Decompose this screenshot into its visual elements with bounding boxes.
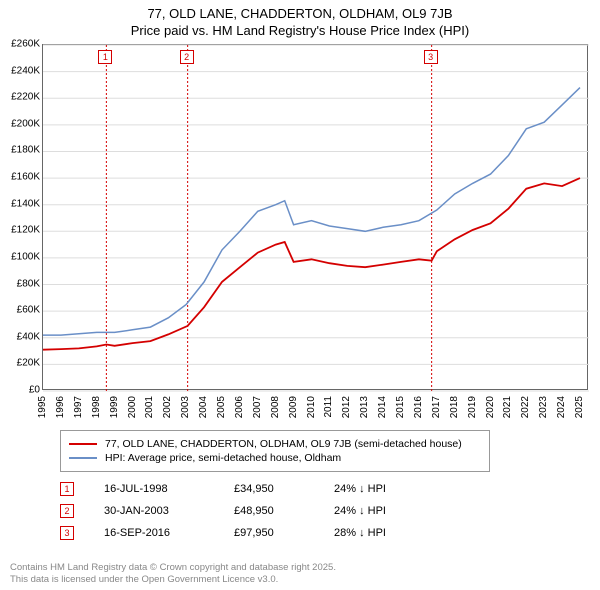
y-tick-label: £120K <box>2 225 40 236</box>
y-tick-label: £140K <box>2 198 40 209</box>
y-tick-label: £160K <box>2 172 40 183</box>
x-tick-label: 1999 <box>109 396 120 418</box>
y-tick-label: £220K <box>2 92 40 103</box>
x-tick-label: 2002 <box>162 396 173 418</box>
chart-plot-area <box>42 44 588 390</box>
transaction-date: 30-JAN-2003 <box>104 505 234 517</box>
x-tick-label: 2001 <box>144 396 155 418</box>
x-tick-label: 2019 <box>467 396 478 418</box>
x-tick-label: 2020 <box>485 396 496 418</box>
x-tick-label: 2010 <box>306 396 317 418</box>
transaction-marker: 3 <box>60 526 74 540</box>
x-tick-label: 2025 <box>574 396 585 418</box>
x-tick-label: 2022 <box>520 396 531 418</box>
x-tick-label: 2008 <box>270 396 281 418</box>
transaction-diff: 24% ↓ HPI <box>334 483 464 495</box>
x-tick-label: 2006 <box>234 396 245 418</box>
x-tick-label: 2012 <box>341 396 352 418</box>
y-tick-label: £240K <box>2 65 40 76</box>
x-tick-label: 2013 <box>359 396 370 418</box>
x-tick-label: 2004 <box>198 396 209 418</box>
legend-swatch <box>69 457 97 459</box>
legend-swatch <box>69 443 97 445</box>
chart-title: 77, OLD LANE, CHADDERTON, OLDHAM, OL9 7J… <box>0 0 600 40</box>
x-tick-label: 2017 <box>431 396 442 418</box>
legend: 77, OLD LANE, CHADDERTON, OLDHAM, OL9 7J… <box>60 430 490 472</box>
x-tick-label: 2016 <box>413 396 424 418</box>
x-tick-label: 1997 <box>73 396 84 418</box>
x-tick-label: 2014 <box>377 396 388 418</box>
transaction-date: 16-JUL-1998 <box>104 483 234 495</box>
x-tick-label: 2009 <box>288 396 299 418</box>
x-tick-label: 2024 <box>556 396 567 418</box>
x-tick-label: 2011 <box>323 396 334 418</box>
x-tick-label: 2021 <box>502 396 513 418</box>
event-marker-2: 2 <box>180 50 194 64</box>
transaction-marker: 1 <box>60 482 74 496</box>
transaction-price: £34,950 <box>234 483 334 495</box>
x-tick-label: 2023 <box>538 396 549 418</box>
y-tick-label: £180K <box>2 145 40 156</box>
x-tick-label: 2007 <box>252 396 263 418</box>
legend-item: HPI: Average price, semi-detached house,… <box>69 451 481 465</box>
x-tick-label: 2000 <box>127 396 138 418</box>
transaction-row: 3 16-SEP-2016 £97,950 28% ↓ HPI <box>60 522 464 544</box>
y-tick-label: £0 <box>2 385 40 396</box>
transaction-diff: 28% ↓ HPI <box>334 527 464 539</box>
x-tick-label: 2005 <box>216 396 227 418</box>
y-tick-label: £60K <box>2 305 40 316</box>
legend-item: 77, OLD LANE, CHADDERTON, OLDHAM, OL9 7J… <box>69 437 481 451</box>
transaction-price: £97,950 <box>234 527 334 539</box>
event-marker-1: 1 <box>98 50 112 64</box>
transaction-row: 2 30-JAN-2003 £48,950 24% ↓ HPI <box>60 500 464 522</box>
footer-line-2: This data is licensed under the Open Gov… <box>10 574 336 586</box>
x-tick-label: 2015 <box>395 396 406 418</box>
title-line-1: 77, OLD LANE, CHADDERTON, OLDHAM, OL9 7J… <box>0 6 600 23</box>
transaction-diff: 24% ↓ HPI <box>334 505 464 517</box>
x-tick-label: 1996 <box>55 396 66 418</box>
transaction-date: 16-SEP-2016 <box>104 527 234 539</box>
event-marker-3: 3 <box>424 50 438 64</box>
footer-line-1: Contains HM Land Registry data © Crown c… <box>10 562 336 574</box>
transaction-row: 1 16-JUL-1998 £34,950 24% ↓ HPI <box>60 478 464 500</box>
legend-label: 77, OLD LANE, CHADDERTON, OLDHAM, OL9 7J… <box>105 438 462 450</box>
legend-label: HPI: Average price, semi-detached house,… <box>105 452 341 464</box>
x-tick-label: 1998 <box>91 396 102 418</box>
transaction-price: £48,950 <box>234 505 334 517</box>
y-tick-label: £260K <box>2 39 40 50</box>
y-tick-label: £40K <box>2 331 40 342</box>
transaction-marker: 2 <box>60 504 74 518</box>
footer-attribution: Contains HM Land Registry data © Crown c… <box>10 562 336 586</box>
x-tick-label: 2003 <box>180 396 191 418</box>
y-tick-label: £100K <box>2 251 40 262</box>
y-tick-label: £80K <box>2 278 40 289</box>
x-tick-label: 2018 <box>449 396 460 418</box>
x-tick-label: 1995 <box>37 396 48 418</box>
chart-svg <box>43 45 587 389</box>
y-tick-label: £20K <box>2 358 40 369</box>
title-line-2: Price paid vs. HM Land Registry's House … <box>0 23 600 40</box>
y-tick-label: £200K <box>2 118 40 129</box>
transaction-table: 1 16-JUL-1998 £34,950 24% ↓ HPI 2 30-JAN… <box>60 478 464 544</box>
